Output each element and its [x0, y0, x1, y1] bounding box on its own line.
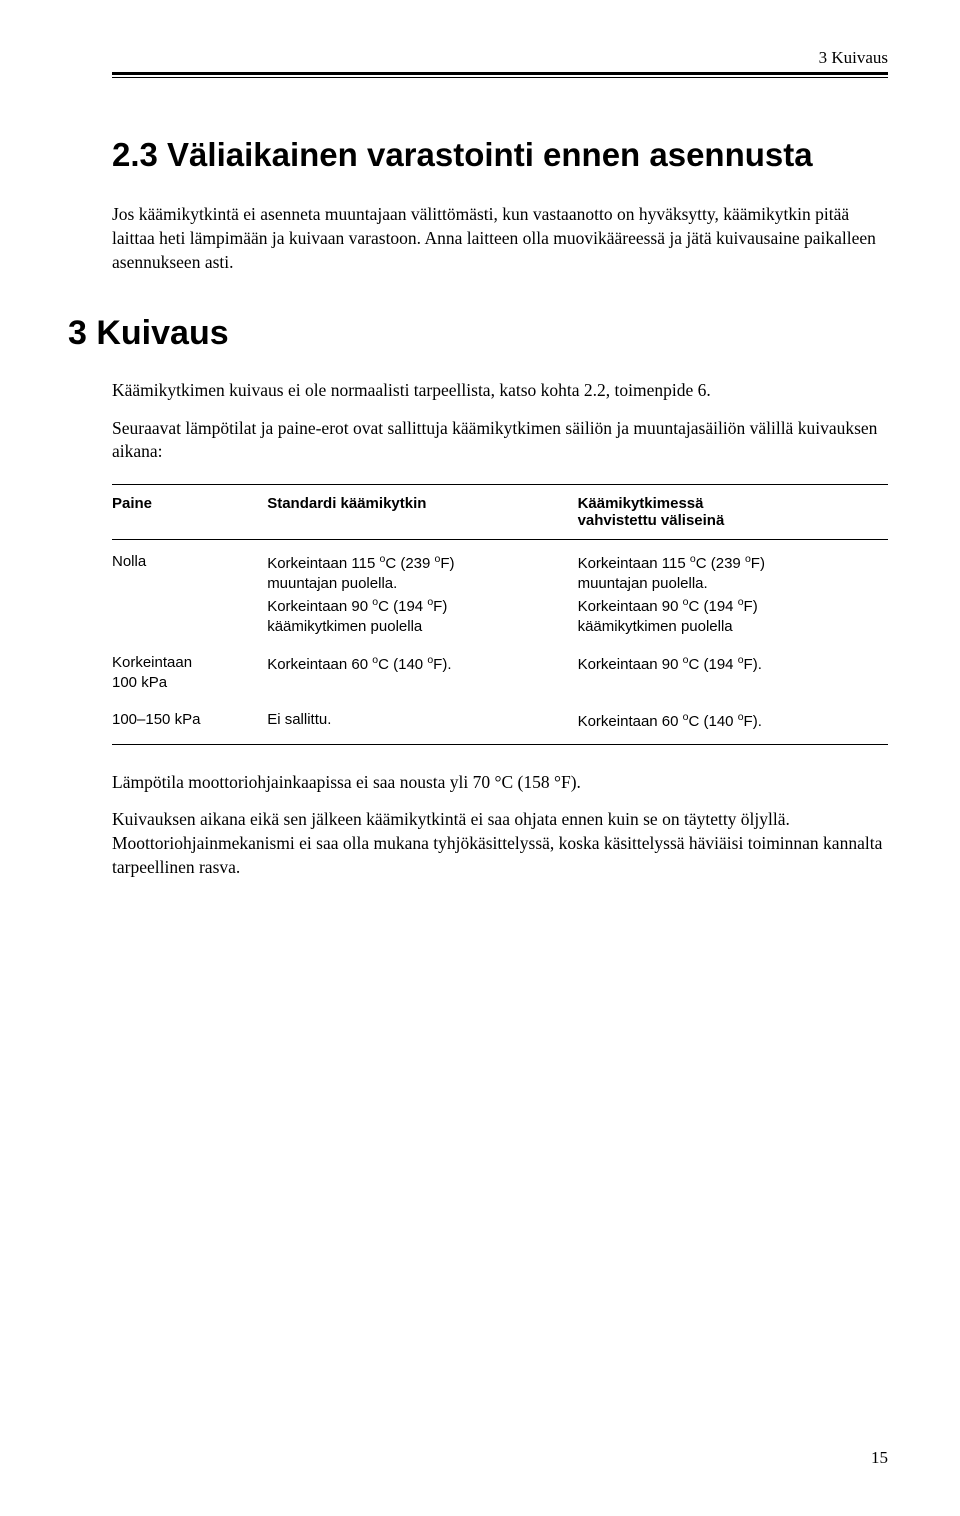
header-rule-thick: [112, 72, 888, 75]
section-2-3-para1: Jos käämikytkintä ei asenneta muuntajaan…: [112, 203, 888, 274]
page-number: 15: [871, 1448, 888, 1468]
table-cell-r3c1: 100–150 kPa: [112, 698, 267, 745]
table-header-standardi: Standardi käämikytkin: [267, 485, 577, 540]
table-cell-r2c1: Korkeintaan100 kPa: [112, 641, 267, 698]
table-row: 100–150 kPa Ei sallittu. Korkeintaan 60 …: [112, 698, 888, 745]
closing-para2: Kuivauksen aikana eikä sen jälkeen käämi…: [112, 808, 888, 879]
table-cell-r1c2: Korkeintaan 115 oC (239 oF) muuntajan pu…: [267, 540, 577, 642]
chapter-3-para1: Käämikytkimen kuivaus ei ole normaalisti…: [112, 379, 888, 403]
table-cell-r2c3: Korkeintaan 90 oC (194 oF).: [578, 641, 888, 698]
section-2-3-title: 2.3 Väliaikainen varastointi ennen asenn…: [112, 134, 888, 175]
table-cell-r1c3: Korkeintaan 115 oC (239 oF) muuntajan pu…: [578, 540, 888, 642]
closing-para1: Lämpötila moottoriohjainkaapissa ei saa …: [112, 771, 888, 795]
chapter-3-title: 3 Kuivaus: [68, 314, 888, 353]
running-head: 3 Kuivaus: [112, 48, 888, 68]
table-cell-r1c1: Nolla: [112, 540, 267, 642]
table-header-row: Paine Standardi käämikytkin Käämikytkime…: [112, 485, 888, 540]
table-cell-r2c2: Korkeintaan 60 oC (140 oF).: [267, 641, 577, 698]
table-header-c3-line2: vahvistettu väliseinä: [578, 512, 725, 529]
table-row: Korkeintaan100 kPa Korkeintaan 60 oC (14…: [112, 641, 888, 698]
header-rule-thin: [112, 77, 888, 78]
chapter-3-para2: Seuraavat lämpötilat ja paine-erot ovat …: [112, 417, 888, 464]
table-header-paine: Paine: [112, 485, 267, 540]
table-cell-r3c2: Ei sallittu.: [267, 698, 577, 745]
table-cell-r3c3: Korkeintaan 60 oC (140 oF).: [578, 698, 888, 745]
table-row: Nolla Korkeintaan 115 oC (239 oF) muunta…: [112, 540, 888, 642]
drying-table: Paine Standardi käämikytkin Käämikytkime…: [112, 484, 888, 745]
table-header-vahvistettu: Käämikytkimessä vahvistettu väliseinä: [578, 485, 888, 540]
table-header-c3-line1: Käämikytkimessä: [578, 495, 704, 512]
